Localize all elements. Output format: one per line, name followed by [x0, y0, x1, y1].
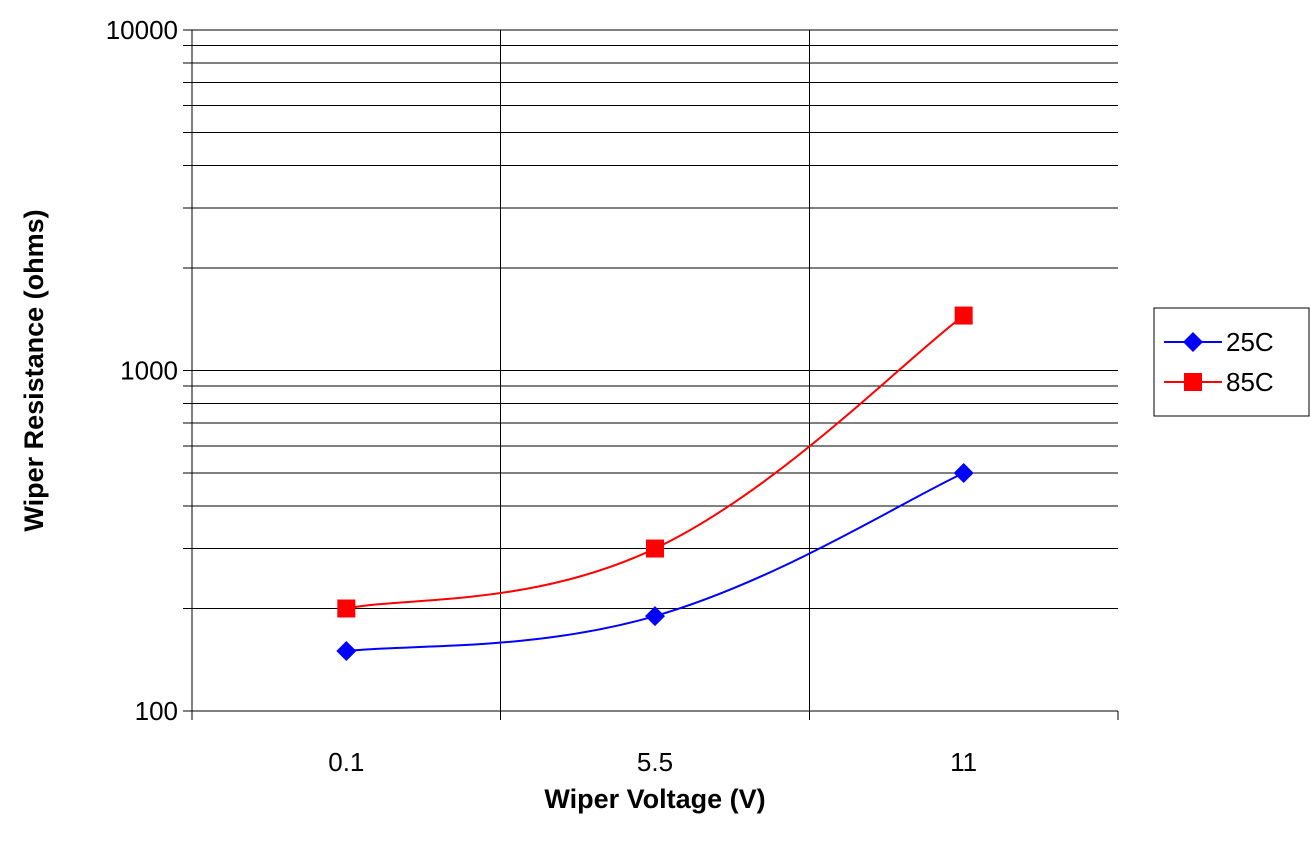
- plot-frame: [183, 29, 1119, 720]
- data-point-25C: [953, 463, 974, 484]
- y-tick-label: 10000: [106, 15, 178, 45]
- x-tick-labels: 0.1 5.5 11: [328, 747, 977, 777]
- data-point-85C: [954, 306, 973, 325]
- x-tick-label: 5.5: [637, 747, 673, 777]
- x-axis-title: Wiper Voltage (V): [544, 784, 765, 814]
- y-tick-label: 1000: [120, 356, 178, 386]
- x-tick-label: 11: [950, 747, 977, 777]
- legend-item: 25C: [1164, 327, 1274, 357]
- legend-item: 85C: [1164, 367, 1274, 397]
- data-point-25C: [645, 606, 665, 627]
- data-point-85C: [646, 539, 664, 558]
- y-axis-title: Wiper Resistance (ohms): [19, 209, 49, 531]
- legend-marker: [1183, 332, 1203, 352]
- series-markers: [336, 306, 974, 662]
- legend-label: 25C: [1226, 327, 1274, 357]
- legend-marker: [1184, 373, 1202, 391]
- data-point-25C: [336, 641, 357, 662]
- legend-box: [1153, 307, 1310, 417]
- data-point-85C: [337, 599, 356, 618]
- y-tick-label: 100: [135, 696, 178, 726]
- vertical-gridlines: [500, 30, 810, 711]
- x-tick-label: 0.1: [328, 747, 364, 777]
- legend-label: 85C: [1226, 367, 1274, 397]
- axis-ticks: [183, 29, 1119, 720]
- minor-gridlines: [192, 45, 1118, 609]
- y-tick-labels: 100 1000 10000: [106, 15, 178, 726]
